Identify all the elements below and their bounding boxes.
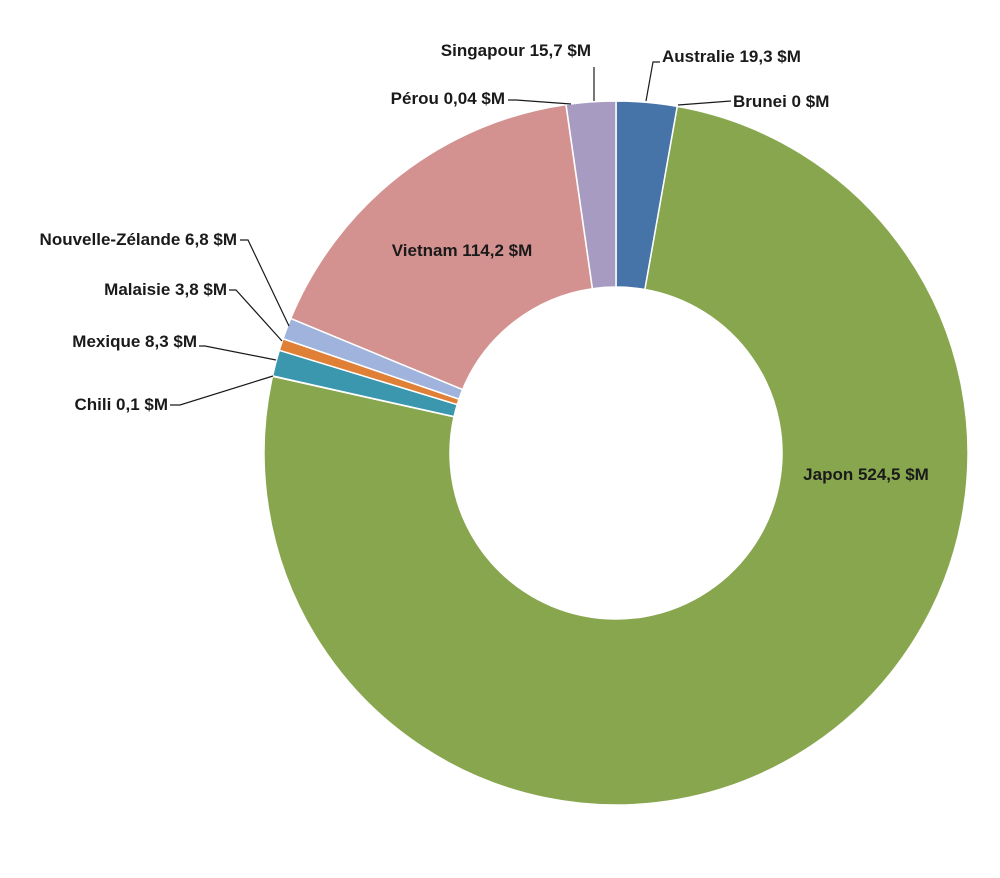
- leader-line-brunei: [677, 100, 732, 106]
- leader-line-chili: [170, 375, 274, 406]
- leader-line-malaisie: [229, 289, 283, 342]
- leader-line-australie: [645, 61, 660, 102]
- slice-vietnam: [289, 103, 594, 391]
- data-label-japon: Japon 524,5 $M: [803, 465, 929, 484]
- leader-line-nouvelle-zelande: [240, 239, 290, 327]
- data-label-nouvelle-zelande: Nouvelle-Zélande 6,8 $M: [40, 230, 237, 249]
- data-label-mexique: Mexique 8,3 $M: [72, 332, 197, 351]
- data-label-vietnam: Vietnam 114,2 $M: [392, 241, 533, 260]
- data-label-chili: Chili 0,1 $M: [74, 395, 168, 414]
- leader-line-mexique: [199, 345, 277, 361]
- data-label-brunei: Brunei 0 $M: [733, 92, 829, 111]
- slice-japon: [263, 105, 969, 806]
- data-label-australie: Australie 19,3 $M: [662, 47, 801, 66]
- data-label-malaisie: Malaisie 3,8 $M: [104, 280, 227, 299]
- data-label-singapour: Singapour 15,7 $M: [441, 41, 591, 60]
- leader-line-perou: [508, 99, 572, 105]
- data-label-perou: Pérou 0,04 $M: [391, 89, 505, 108]
- slice-singapour: [565, 100, 617, 290]
